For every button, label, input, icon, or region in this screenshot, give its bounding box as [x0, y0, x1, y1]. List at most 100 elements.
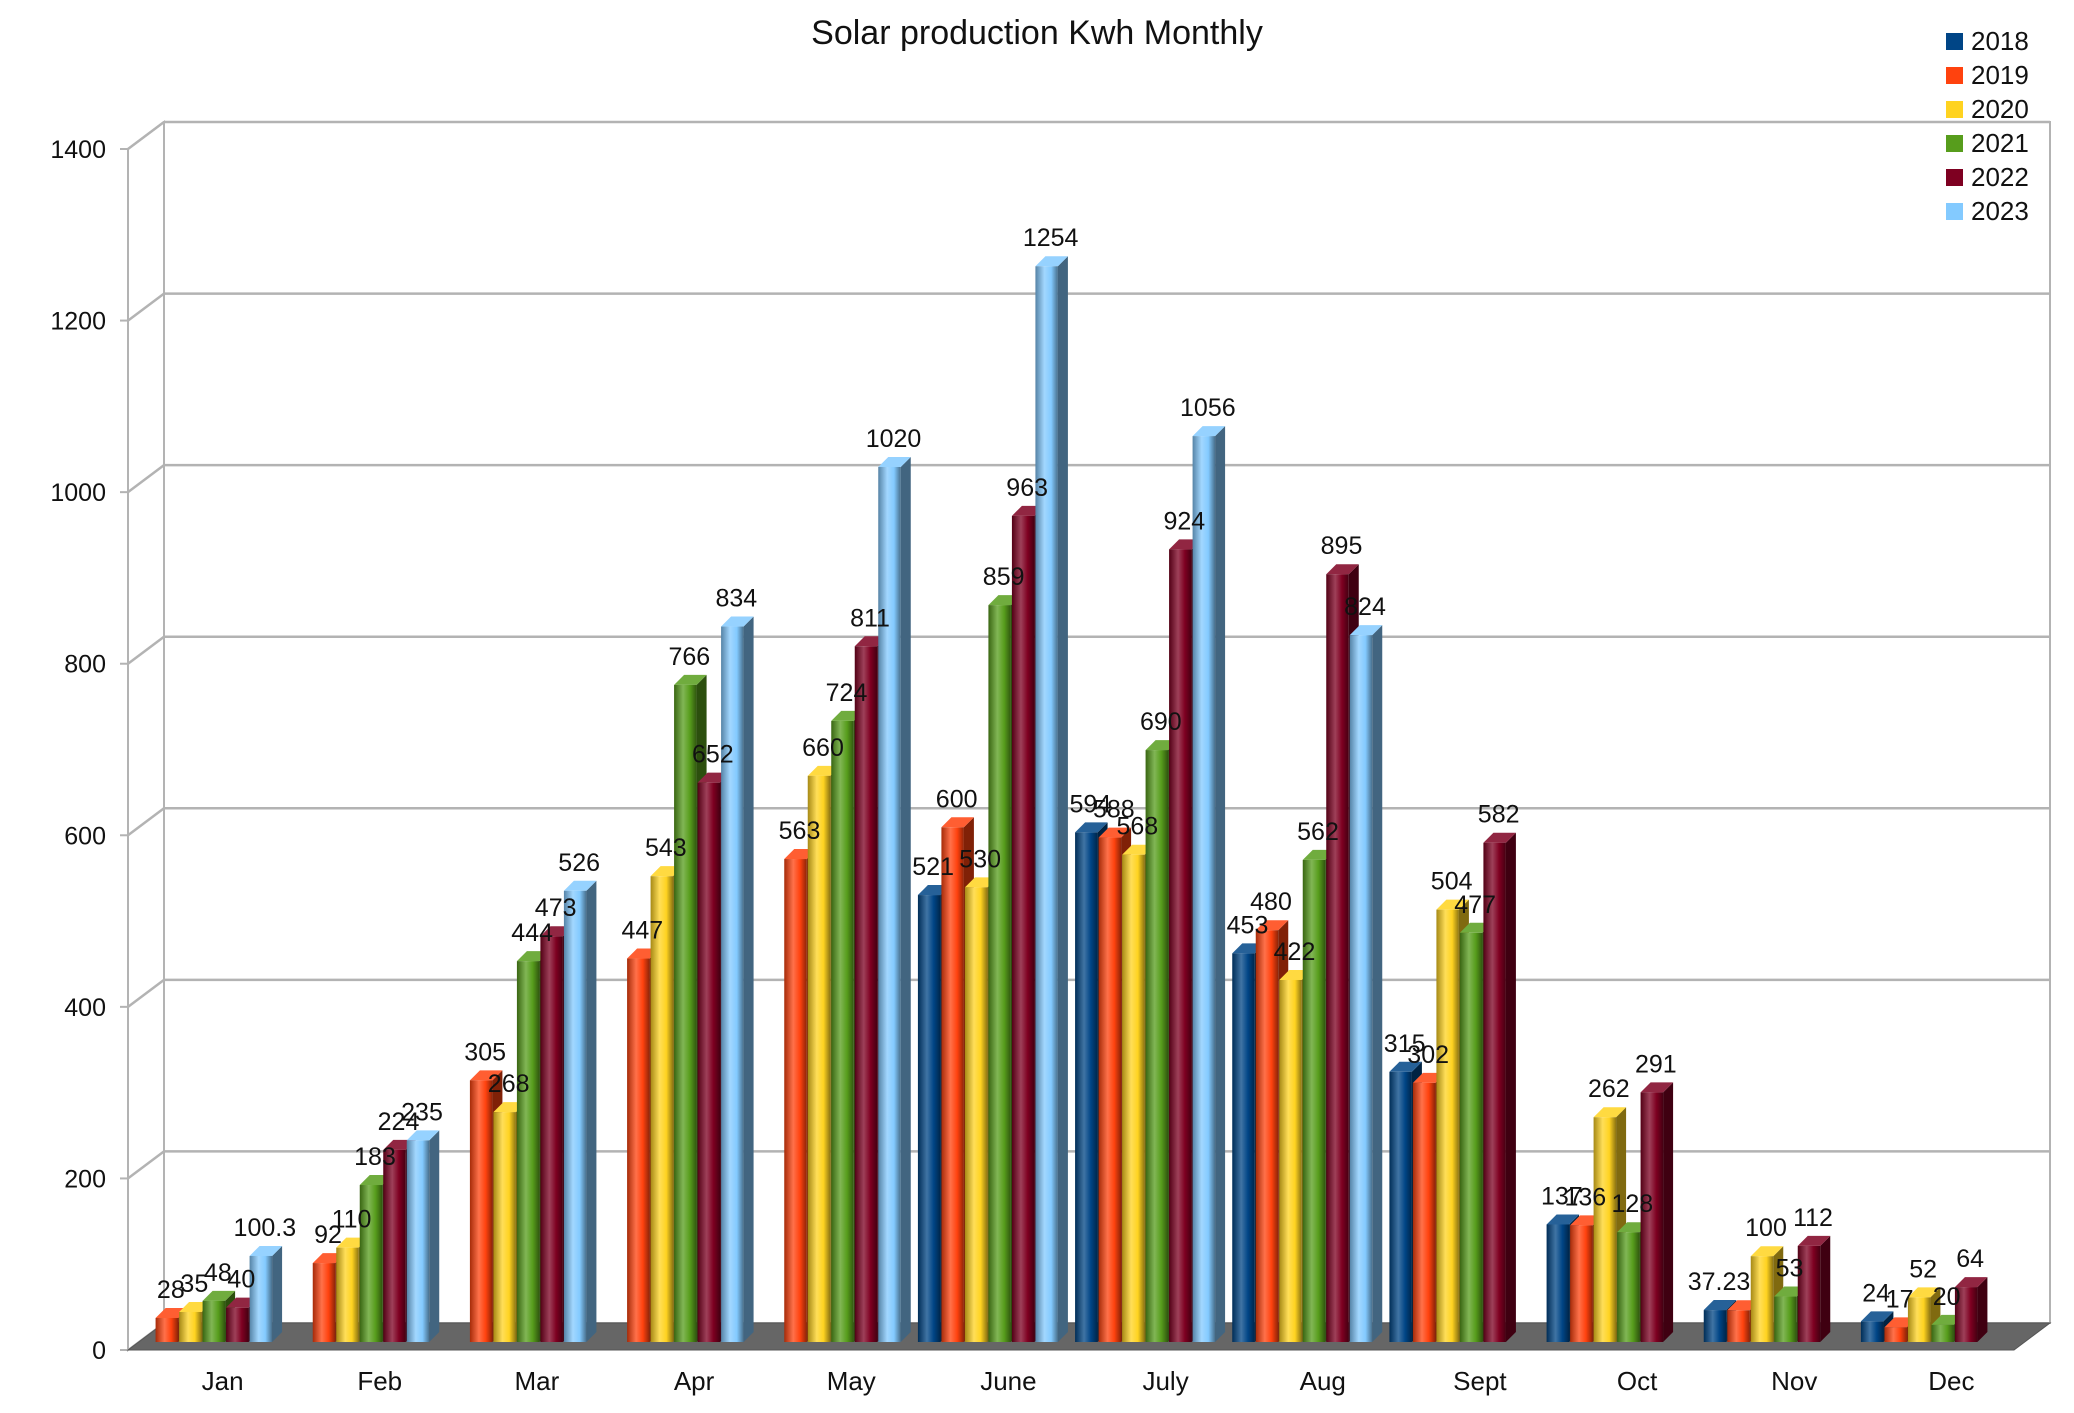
- data-label: 453: [1227, 911, 1269, 939]
- y-tick-label: 200: [64, 1165, 106, 1193]
- bar: [784, 859, 807, 1342]
- gridline: [127, 978, 165, 1008]
- bar: [493, 1112, 516, 1342]
- data-label: 40: [227, 1266, 255, 1294]
- bar-side: [1505, 832, 1516, 1342]
- bar-side: [1977, 1277, 1988, 1342]
- legend-swatch: [1946, 134, 1963, 152]
- data-label: 473: [535, 894, 577, 922]
- bar-top: [1593, 1107, 1627, 1118]
- data-label: 100.3: [234, 1214, 297, 1242]
- bar-top: [1098, 827, 1132, 838]
- gridline: [127, 121, 165, 150]
- bar-top: [721, 616, 754, 627]
- legend-item: 2020: [1946, 92, 2029, 126]
- bar: [469, 1080, 493, 1342]
- legend-swatch: [1946, 202, 1963, 220]
- bar: [1570, 1225, 1593, 1342]
- data-label: 35: [180, 1270, 208, 1298]
- data-label: 521: [912, 853, 954, 881]
- data-label: 963: [1006, 474, 1048, 502]
- data-label: 568: [1116, 813, 1158, 841]
- bar-top: [1483, 832, 1516, 843]
- y-tick-label: 600: [64, 822, 106, 850]
- data-label: 136: [1564, 1183, 1606, 1211]
- data-label: 447: [621, 917, 663, 945]
- bar: [807, 775, 831, 1342]
- bar: [697, 782, 721, 1342]
- bar: [1546, 1224, 1570, 1342]
- x-tick-label: Sept: [1453, 1366, 1507, 1396]
- bar-side: [1215, 426, 1226, 1342]
- bar: [1098, 837, 1122, 1342]
- x-tick-label: Feb: [357, 1366, 402, 1396]
- bar-top: [1907, 1287, 1941, 1298]
- data-label: 824: [1344, 593, 1386, 621]
- data-label: 52: [1909, 1255, 1937, 1283]
- bar: [1145, 750, 1169, 1342]
- x-tick-label: May: [827, 1366, 876, 1396]
- bar-side: [586, 880, 597, 1342]
- legend: 2018 2019 2020 2021 2022 2023: [1946, 24, 2029, 228]
- x-tick-label: Dec: [1928, 1366, 1974, 1396]
- bar-top: [1797, 1235, 1831, 1246]
- data-label: 137: [1541, 1182, 1583, 1210]
- data-label: 100: [1745, 1214, 1787, 1242]
- bar-top: [674, 674, 707, 685]
- legend-label: 2021: [1971, 127, 2029, 158]
- data-label: 690: [1140, 708, 1182, 736]
- bar: [1122, 854, 1145, 1342]
- bar: [1593, 1117, 1617, 1342]
- y-tick-label: 800: [64, 651, 106, 679]
- bar: [1011, 515, 1035, 1342]
- y-tick-label: 0: [92, 1337, 106, 1365]
- bar: [1035, 266, 1058, 1343]
- data-label: 724: [826, 679, 868, 707]
- data-label: 20: [1933, 1283, 1961, 1311]
- data-label: 224: [378, 1108, 420, 1136]
- bar: [1075, 832, 1098, 1342]
- legend-swatch: [1946, 168, 1963, 186]
- bar-side: [272, 1245, 283, 1342]
- data-label: 563: [779, 817, 821, 845]
- bar: [1302, 859, 1326, 1342]
- bar: [1907, 1297, 1931, 1342]
- bar-top: [1326, 564, 1359, 575]
- legend-item: 2023: [1946, 194, 2029, 228]
- bar-top: [878, 456, 911, 467]
- data-label: 924: [1163, 507, 1205, 535]
- bar-top: [1954, 1277, 1988, 1288]
- bar: [1703, 1310, 1727, 1342]
- data-label: 562: [1297, 818, 1339, 846]
- bar-side: [1820, 1235, 1831, 1342]
- bar-top: [406, 1130, 440, 1141]
- data-label: 444: [511, 919, 553, 947]
- bar: [383, 1149, 406, 1342]
- bar: [1931, 1324, 1954, 1342]
- data-label: 859: [983, 563, 1025, 591]
- bar: [1860, 1321, 1884, 1342]
- legend-item: 2022: [1946, 160, 2029, 194]
- bar: [1279, 979, 1302, 1342]
- x-tick-label: Aug: [1300, 1366, 1346, 1396]
- data-label: 48: [204, 1259, 232, 1287]
- legend-label: 2018: [1971, 25, 2029, 56]
- data-label: 28: [157, 1276, 185, 1304]
- bar-top: [1860, 1311, 1894, 1322]
- data-label: 766: [668, 643, 710, 671]
- x-tick-label: Nov: [1771, 1366, 1817, 1396]
- x-tick-label: Apr: [674, 1366, 715, 1396]
- bar-side: [1057, 256, 1068, 1343]
- x-tick-label: July: [1142, 1366, 1188, 1396]
- legend-swatch: [1946, 32, 1963, 50]
- data-label: 652: [692, 741, 734, 769]
- data-label: 895: [1321, 532, 1363, 560]
- bar: [721, 626, 744, 1342]
- bar: [1797, 1245, 1821, 1342]
- bar-side: [1663, 1082, 1674, 1342]
- data-label: 588: [1093, 796, 1135, 824]
- data-label: 53: [1776, 1255, 1804, 1283]
- bar-top: [1255, 920, 1289, 931]
- data-label: 1254: [1023, 224, 1079, 252]
